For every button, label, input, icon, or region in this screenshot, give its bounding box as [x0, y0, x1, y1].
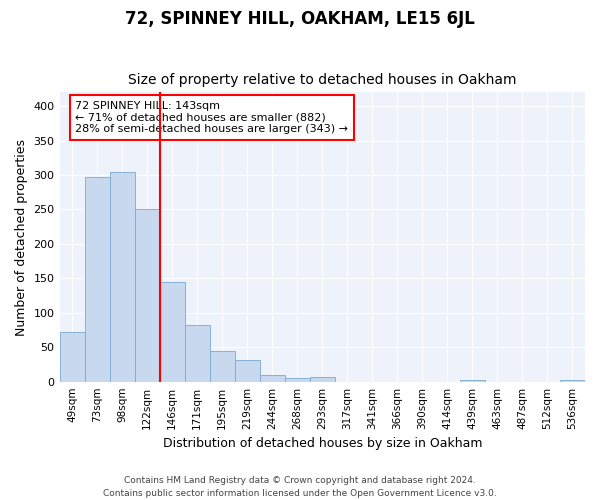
- Text: 72, SPINNEY HILL, OAKHAM, LE15 6JL: 72, SPINNEY HILL, OAKHAM, LE15 6JL: [125, 10, 475, 28]
- Bar: [260, 376, 285, 382]
- Bar: [285, 378, 310, 382]
- Bar: [460, 380, 485, 382]
- Bar: [185, 325, 209, 382]
- Bar: [160, 282, 185, 382]
- Bar: [560, 380, 585, 382]
- Bar: [209, 350, 235, 382]
- Bar: [110, 172, 134, 382]
- Y-axis label: Number of detached properties: Number of detached properties: [15, 138, 28, 336]
- Text: 72 SPINNEY HILL: 143sqm
← 71% of detached houses are smaller (882)
28% of semi-d: 72 SPINNEY HILL: 143sqm ← 71% of detache…: [76, 101, 349, 134]
- Text: Contains HM Land Registry data © Crown copyright and database right 2024.
Contai: Contains HM Land Registry data © Crown c…: [103, 476, 497, 498]
- Title: Size of property relative to detached houses in Oakham: Size of property relative to detached ho…: [128, 73, 517, 87]
- Bar: [310, 377, 335, 382]
- Bar: [85, 177, 110, 382]
- Bar: [235, 360, 260, 382]
- Bar: [134, 210, 160, 382]
- Bar: [59, 332, 85, 382]
- X-axis label: Distribution of detached houses by size in Oakham: Distribution of detached houses by size …: [163, 437, 482, 450]
